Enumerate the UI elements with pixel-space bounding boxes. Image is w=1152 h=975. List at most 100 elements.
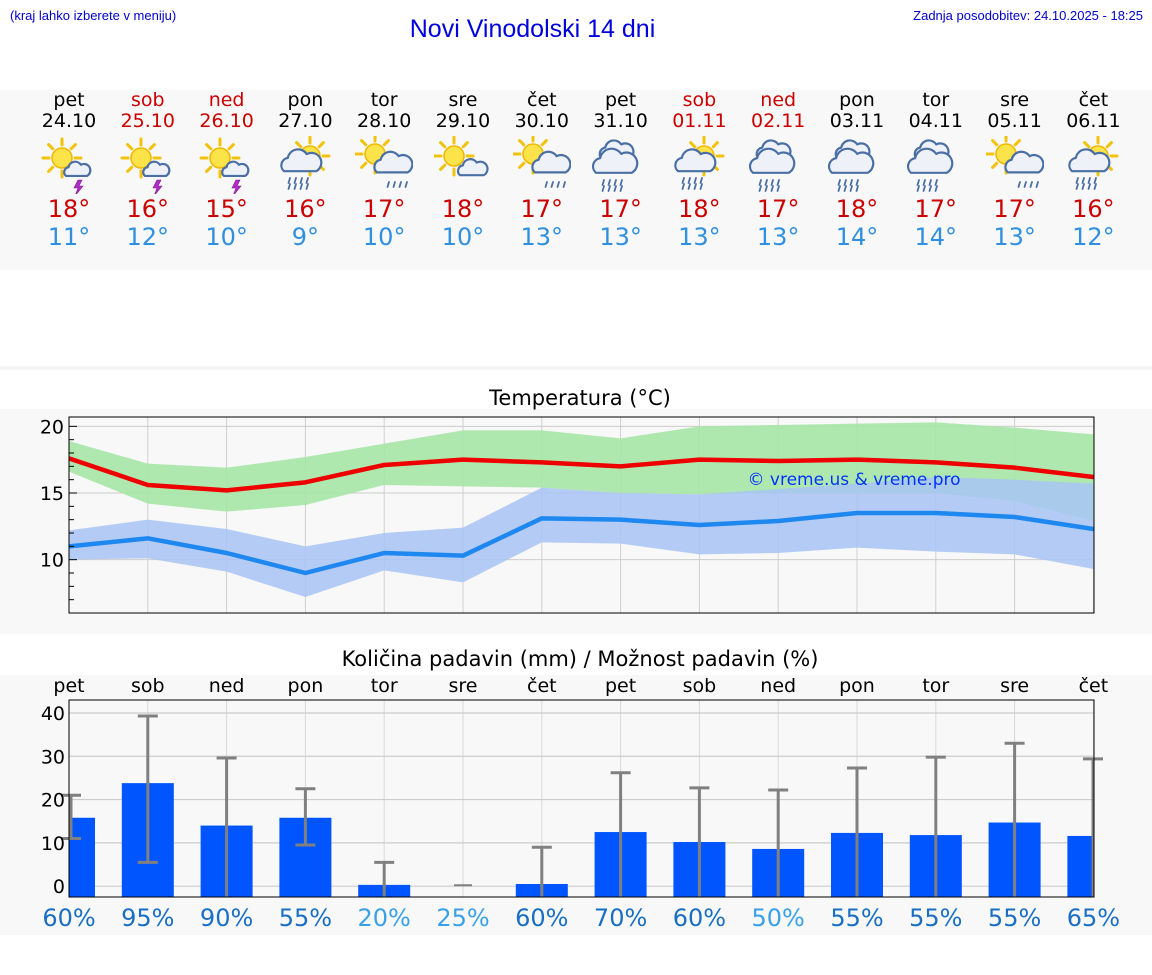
day-column: sre 29.10 18° 10°: [423, 90, 503, 251]
category-label: pon: [288, 675, 324, 697]
precipitation-chart-title: Količina padavin (mm) / Možnost padavin …: [341, 647, 819, 671]
precip-probability: 20%: [358, 904, 411, 932]
day-date: 05.11: [987, 110, 1042, 132]
y-tick-label: 20: [41, 790, 65, 812]
day-date: 03.11: [829, 110, 885, 132]
sun-light-rain-icon: [985, 136, 1044, 188]
day-name: pet: [53, 89, 85, 111]
day-column: tor 04.11 17° 14°: [896, 90, 976, 251]
day-date: 29.10: [435, 110, 491, 132]
day-column: čet 30.10 17° 13°: [502, 90, 582, 251]
category-label: tor: [922, 675, 949, 697]
max-temp: 16°: [284, 195, 327, 223]
cloud-rain-icon: [591, 139, 638, 192]
day-date: 27.10: [278, 110, 333, 132]
y-tick-label: 20: [40, 416, 64, 438]
day-name: sre: [448, 89, 478, 111]
sun-light-rain-icon: [512, 136, 571, 188]
last-update: Zadnja posodobitev: 24.10.2025 - 18:25: [913, 8, 1143, 23]
day-column: ned 26.10 15° 10°: [187, 90, 267, 251]
day-date: 02.11: [750, 110, 806, 132]
sun-thunderstorm-icon: [120, 137, 171, 194]
precip-probability: 55%: [279, 904, 332, 932]
min-temp: 13°: [599, 223, 642, 251]
location-hint: (kraj lahko izberete v meniju): [10, 8, 177, 23]
day-date: 25.10: [120, 110, 175, 132]
day-name: sob: [131, 89, 165, 111]
min-temp: 10°: [362, 223, 406, 251]
precip-probability: 25%: [436, 904, 489, 932]
precip-bar: [1067, 835, 1094, 897]
precip-probability: 55%: [909, 904, 962, 932]
cloud-rain-icon: [906, 139, 954, 192]
day-name: čet: [527, 89, 557, 111]
sun-thunderstorm-icon: [41, 137, 92, 194]
tmin-line: [68, 510, 1096, 576]
day-name: ned: [760, 89, 797, 111]
max-temp: 18°: [835, 195, 879, 223]
precip-probability: 70%: [594, 904, 647, 932]
precip-probability: 60%: [515, 904, 568, 932]
day-date: 28.10: [356, 110, 412, 132]
category-label: sob: [131, 675, 165, 697]
max-temp: 17°: [914, 195, 958, 223]
max-temp: 17°: [993, 195, 1036, 223]
day-column: sob 25.10 16° 12°: [108, 90, 188, 251]
sun-rain-icon: [1068, 136, 1119, 190]
min-temp: 14°: [914, 223, 958, 251]
precip-probability: 60%: [42, 904, 95, 932]
day-column: pet 31.10 17° 13°: [581, 90, 661, 251]
sun-rain-icon: [280, 136, 331, 190]
precip-probability: 65%: [1067, 904, 1120, 932]
day-name: tor: [922, 89, 950, 111]
sun-rain-icon: [674, 136, 725, 190]
day-name: ned: [208, 89, 245, 111]
day-column: pet 24.10 18° 11°: [29, 90, 109, 251]
day-date: 30.10: [514, 110, 569, 132]
day-date: 06.11: [1066, 110, 1121, 132]
category-label: tor: [371, 675, 398, 697]
tmax-range-band: [69, 422, 1094, 521]
page-title: Novi Vinodolski 14 dni: [409, 15, 656, 43]
category-label: ned: [209, 675, 245, 697]
category-label: sre: [1000, 675, 1029, 697]
precip-probability: 60%: [673, 904, 726, 932]
temperature-chart: 10 15 20 © vreme.us & vreme.pro: [40, 416, 1096, 614]
max-temp: 17°: [520, 195, 564, 223]
precip-bar: [69, 817, 95, 897]
y-tick-label: 10: [40, 550, 64, 572]
max-temp: 18°: [47, 195, 91, 223]
precip-probability: 90%: [200, 904, 253, 932]
category-label: pon: [839, 675, 875, 697]
category-label: čet: [527, 675, 557, 697]
plot-frame: [68, 699, 1095, 898]
day-column: sre 05.11 17° 13°: [975, 90, 1055, 251]
max-temp: 18°: [441, 195, 485, 223]
watermark: © vreme.us & vreme.pro: [747, 470, 960, 490]
temperature-chart-title: Temperatura (°C): [489, 386, 671, 410]
max-temp: 16°: [1072, 195, 1115, 223]
max-temp: 17°: [362, 195, 406, 223]
min-temp: 14°: [835, 223, 879, 251]
day-column: pon 27.10 16° 9°: [265, 90, 345, 251]
precipitation-chart: pet sob ned pon tor sre čet pet sob ned pon tor sre č…: [41, 675, 1120, 932]
sun-light-rain-icon: [355, 136, 414, 188]
y-tick-label: 10: [41, 833, 65, 855]
min-temp: 9°: [291, 223, 320, 251]
precip-probability: 95%: [121, 904, 174, 932]
day-name: sre: [1000, 89, 1030, 111]
min-temp: 13°: [678, 223, 721, 251]
precip-probability: 55%: [988, 904, 1041, 932]
min-temp: 10°: [205, 223, 248, 251]
category-label: ned: [760, 675, 796, 697]
category-label: sre: [449, 675, 478, 697]
day-name: pon: [287, 89, 324, 111]
max-temp: 15°: [205, 195, 248, 223]
cloud-rain-icon: [828, 139, 875, 192]
day-column: tor 28.10 17° 10°: [344, 90, 424, 251]
day-date: 31.10: [593, 110, 648, 132]
min-temp: 13°: [756, 223, 800, 251]
min-temp: 12°: [126, 223, 170, 251]
min-temp: 11°: [47, 223, 91, 251]
y-tick-label: 0: [53, 876, 65, 898]
